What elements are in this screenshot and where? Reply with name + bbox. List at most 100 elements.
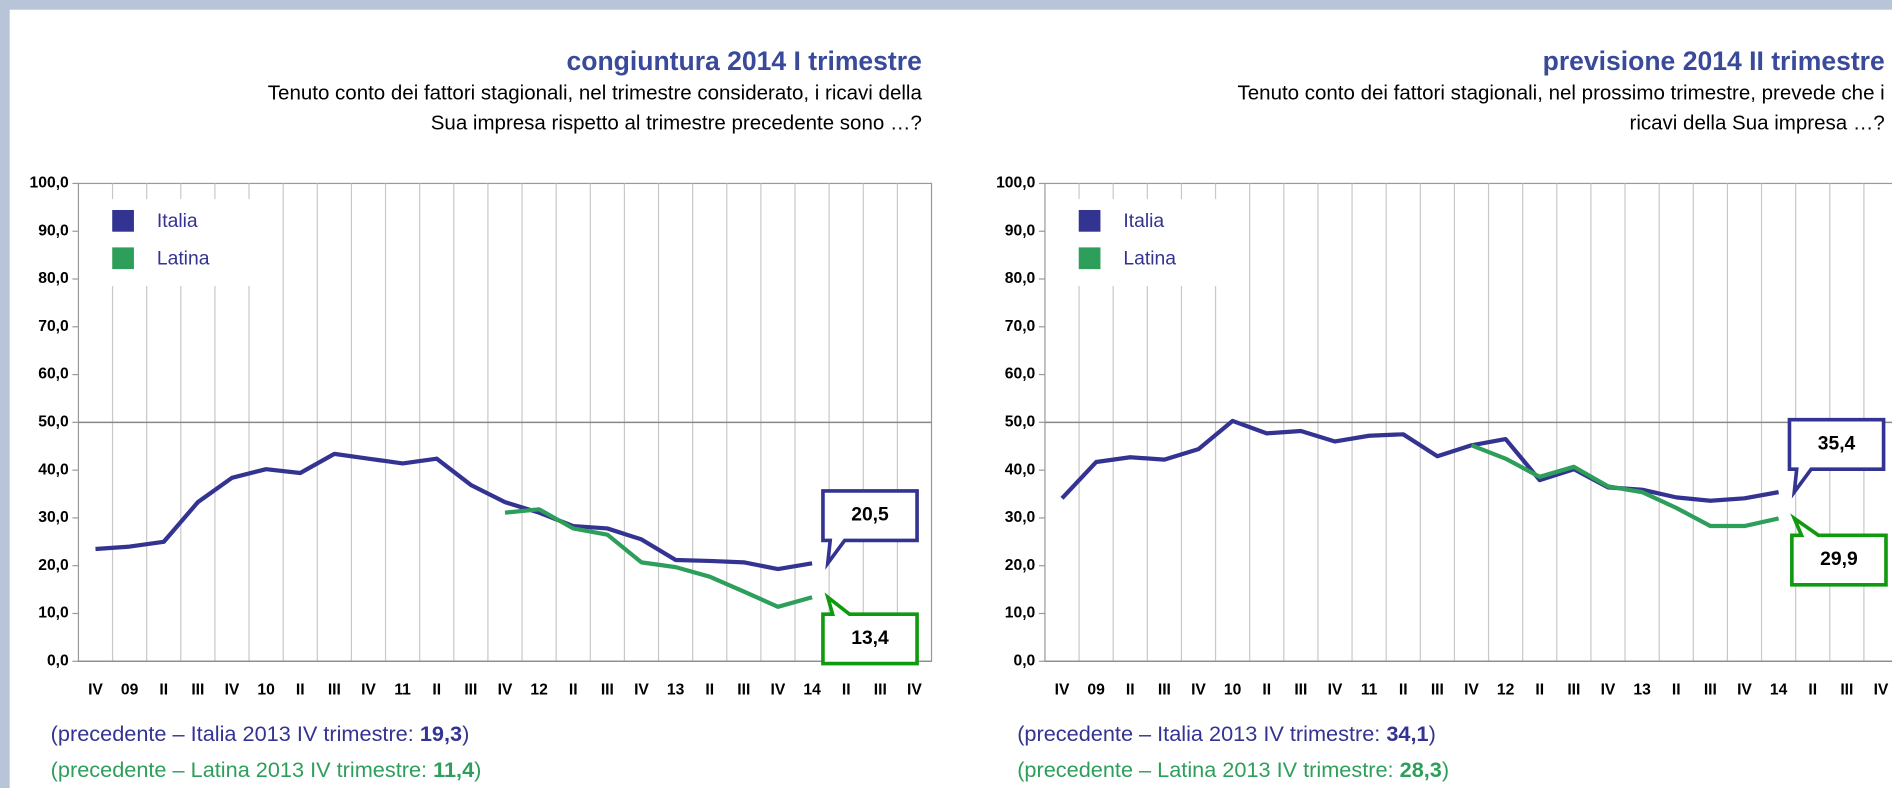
x-tick-label: IV [634,681,649,698]
footnote-end: ) [474,757,481,782]
footnote-value: 11,4 [433,757,474,782]
x-tick-label: III [874,681,887,698]
footnote-end: ) [1429,721,1436,746]
legend-label: Latina [157,249,210,270]
x-tick-label: IV [1874,681,1889,698]
y-tick-label: 0,0 [47,652,69,669]
chart-title: congiuntura 2014 I trimestre [567,46,922,76]
footnote-text: (precedente – Latina 2013 IV trimestre: [1017,757,1399,782]
x-tick-label: II [159,681,168,698]
x-tick-label: 09 [121,681,139,698]
x-tick-label: 10 [1224,681,1242,698]
data-label: 20,5 [851,505,889,526]
x-tick-label: III [1431,681,1444,698]
y-tick-label: 100,0 [30,175,70,192]
y-tick-label: 30,0 [1005,509,1036,526]
legend-swatch [1078,247,1101,270]
y-tick-label: 60,0 [1005,366,1036,383]
x-tick-label: II [1808,681,1817,698]
callout: 13,4 [821,592,919,666]
callout: 20,5 [821,489,919,570]
x-tick-label: 12 [530,681,548,698]
callout-box [1790,513,1888,587]
x-tick-label: 14 [803,681,821,698]
footnote: (precedente – Latina 2013 IV trimestre: … [1017,757,1449,782]
x-tick-label: IV [1464,681,1479,698]
data-label: 29,9 [1820,549,1858,570]
x-tick-label: 11 [394,681,411,698]
y-tick-label: 40,0 [1005,461,1036,478]
x-tick-label: 14 [1770,681,1788,698]
chart-subtitle: Tenuto conto dei fattori stagionali, nel… [1238,82,1885,105]
x-tick-label: IV [1601,681,1616,698]
y-tick-label: 50,0 [1005,413,1036,430]
x-tick-label: II [842,681,851,698]
series-line [504,507,813,609]
x-tick-label: IV [1737,681,1752,698]
x-tick-label: 11 [1361,681,1378,698]
y-tick-label: 90,0 [38,222,69,239]
y-tick-label: 60,0 [38,366,69,383]
y-tick-label: 70,0 [1005,318,1036,335]
x-tick-label: IV [907,681,922,698]
callout: 35,4 [1787,417,1886,499]
legend-label: Italia [1123,211,1164,232]
x-tick-label: II [296,681,305,698]
y-tick-label: 0,0 [1013,652,1035,669]
y-tick-label: 10,0 [38,605,69,622]
series-line [1470,443,1780,529]
x-tick-label: III [464,681,477,698]
legend-swatch [1078,209,1101,232]
x-tick-label: II [1535,681,1544,698]
x-tick-label: 09 [1087,681,1105,698]
x-tick-label: II [1126,681,1135,698]
y-tick-label: 100,0 [996,175,1036,192]
callout-box [821,489,919,570]
y-tick-label: 10,0 [1005,605,1036,622]
footnote-end: ) [462,721,469,746]
footnote-text: (precedente – Italia 2013 IV trimestre: [51,721,420,746]
x-tick-label: 10 [257,681,275,698]
legend-swatch [112,209,134,232]
x-tick-label: III [1567,681,1580,698]
chart-subtitle: Tenuto conto dei fattori stagionali, nel… [268,82,923,105]
x-tick-label: III [1840,681,1853,698]
x-tick-label: IV [361,681,376,698]
chart-subtitle: Sua impresa rispetto al trimestre preced… [431,112,922,135]
y-tick-label: 30,0 [38,509,69,526]
x-tick-label: II [569,681,578,698]
footnote-text: (precedente – Italia 2013 IV trimestre: [1017,721,1386,746]
x-tick-label: 13 [1633,681,1651,698]
x-tick-label: III [328,681,341,698]
y-tick-label: 90,0 [1005,222,1036,239]
y-tick-label: 80,0 [1005,270,1036,287]
callout: 29,9 [1790,513,1888,587]
legend-label: Italia [157,211,198,232]
series-line [95,451,813,572]
y-tick-label: 20,0 [38,557,69,574]
x-tick-label: II [705,681,714,698]
x-tick-label: 12 [1497,681,1515,698]
x-tick-label: II [432,681,441,698]
x-tick-label: III [737,681,750,698]
legend-label: Latina [1123,249,1176,270]
footnote-end: ) [1442,757,1449,782]
x-tick-label: III [1294,681,1307,698]
x-tick-label: IV [225,681,240,698]
footnote: (precedente – Italia 2013 IV trimestre: … [1017,721,1436,746]
footnote: (precedente – Latina 2013 IV trimestre: … [51,757,482,782]
x-tick-label: IV [88,681,103,698]
legend-swatch [112,247,134,270]
y-tick-label: 80,0 [38,270,69,287]
x-tick-label: II [1672,681,1681,698]
y-tick-label: 40,0 [38,461,69,478]
footnote-text: (precedente – Latina 2013 IV trimestre: [51,757,433,782]
footnote-value: 34,1 [1386,721,1428,746]
callout-box [821,592,919,666]
callout-box [1787,417,1886,499]
data-label: 35,4 [1818,434,1856,455]
y-tick-label: 70,0 [38,318,69,335]
footnote-value: 28,3 [1400,757,1442,782]
x-tick-label: III [1158,681,1171,698]
